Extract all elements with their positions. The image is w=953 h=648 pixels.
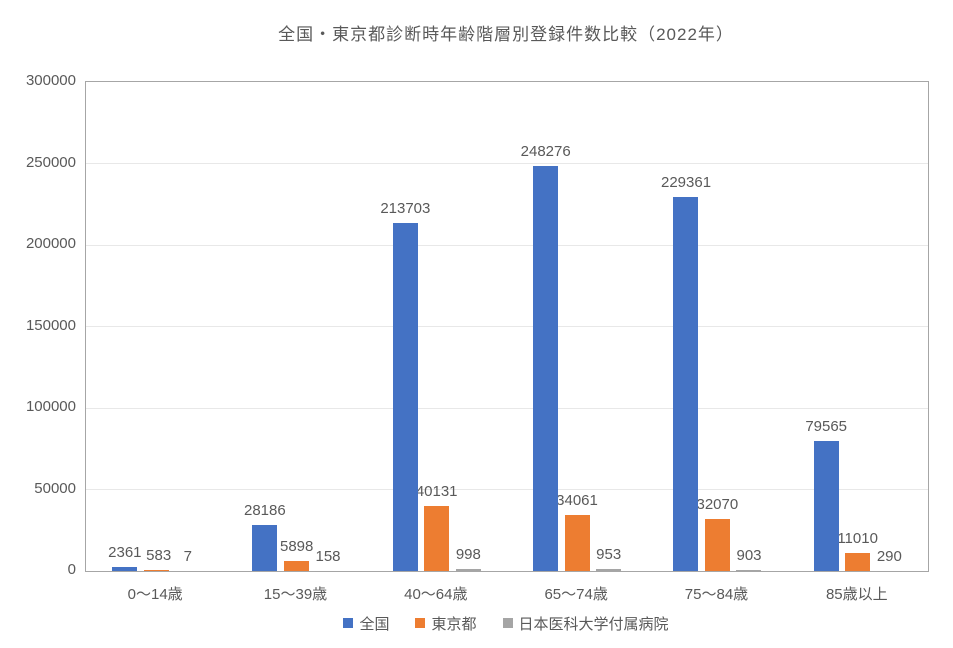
gridline: [86, 326, 928, 327]
bar-label: 2361: [108, 544, 142, 562]
legend-label: 東京都: [431, 615, 477, 633]
category-label: 40〜64歳: [404, 586, 468, 603]
bar-group: 79565 11010 290: [788, 82, 928, 571]
gridline: [86, 407, 928, 409]
bar-group: 229361 32070 903: [647, 82, 787, 571]
bar: [845, 553, 871, 571]
bar-group: 248276 34061 953: [507, 82, 647, 571]
bar-group: 28186 5898 158: [226, 82, 366, 571]
bar-label: 998: [455, 546, 481, 564]
bar: [673, 197, 699, 571]
category-label: 15〜39歳: [263, 586, 328, 603]
bar-label: 248276: [520, 143, 571, 161]
bar-label: 28186: [243, 502, 286, 520]
legend-swatch: [415, 618, 426, 628]
bar-label: 158: [315, 547, 341, 565]
bar: [392, 222, 418, 571]
bar-label: 32070: [696, 495, 739, 513]
bar-group: 2361 583 7: [86, 82, 226, 571]
gridline: [86, 163, 928, 164]
plot-area: 2361 583 7 28186 5898 158 213703 40131 998 248276…: [85, 81, 929, 572]
y-axis: 300000 250000 200000 150000 100000 50000 0: [0, 72, 76, 578]
legend-label: 日本医科大学付属病院: [518, 615, 669, 633]
bar: [455, 569, 481, 571]
y-tick-label: 200000: [25, 235, 76, 252]
y-tick-label: 150000: [25, 316, 76, 334]
bar-label: 40131: [415, 482, 458, 500]
gridline: [86, 244, 928, 246]
category-label: 85歳以上: [825, 586, 888, 603]
bar-group: 213703 40131 998: [367, 82, 507, 571]
bar-label: 903: [736, 546, 762, 564]
bar: [813, 441, 839, 571]
bar-label: 34061: [556, 492, 598, 510]
category-label: 0〜14歳: [127, 586, 183, 603]
bar: [143, 570, 169, 571]
legend-swatch: [502, 618, 513, 628]
bar-label: 953: [596, 546, 622, 564]
bar-label: 5898: [279, 538, 314, 556]
bar: [283, 561, 309, 571]
bar-label: 11010: [837, 530, 878, 548]
bar: [424, 505, 450, 571]
bar-label: 229361: [660, 174, 712, 192]
y-tick-label: 0: [67, 561, 76, 578]
bar: [112, 567, 138, 571]
bar-label: 290: [876, 547, 902, 565]
bar: [704, 518, 730, 571]
x-axis: 0〜14歳 15〜39歳 40〜64歳 65〜74歳 75〜84歳 85歳以上: [85, 583, 927, 603]
legend-item: 東京都: [415, 613, 477, 634]
bar: [736, 569, 762, 571]
legend-label: 全国: [359, 615, 390, 633]
bar: [252, 525, 278, 571]
gridline: [86, 489, 928, 490]
legend-item: 全国: [343, 613, 389, 634]
bar: [533, 166, 559, 571]
category-label: 75〜84歳: [684, 586, 749, 603]
y-tick-label: 50000: [34, 479, 76, 497]
bar-label: 79565: [805, 418, 848, 436]
category-label: 65〜74歳: [544, 586, 608, 603]
bar-label: 213703: [380, 199, 431, 217]
legend-swatch: [343, 618, 354, 628]
bar-label: 583: [146, 547, 172, 565]
bar: [564, 515, 590, 571]
y-tick-label: 100000: [25, 398, 76, 415]
legend-item: 日本医科大学付属病院: [502, 613, 669, 634]
y-tick-label: 250000: [25, 153, 76, 171]
bar: [596, 569, 622, 571]
bar-label: 7: [183, 548, 192, 565]
legend: 全国 東京都 日本医科大学付属病院: [85, 613, 927, 633]
y-tick-label: 300000: [25, 72, 76, 89]
chart-title: 全国・東京都診断時年齢階層別登録件数比較（2022年）: [278, 25, 734, 44]
